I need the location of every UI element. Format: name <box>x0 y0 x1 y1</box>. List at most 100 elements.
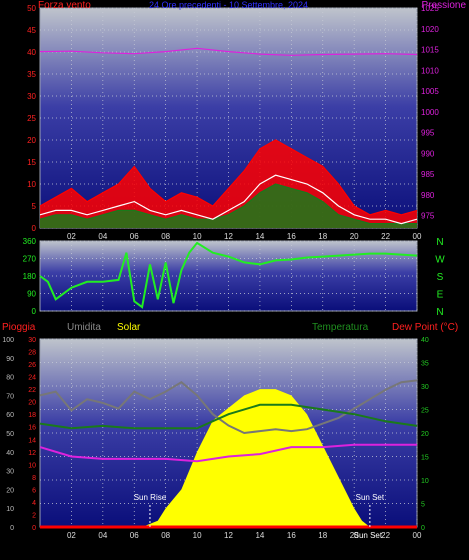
wind-y-tick-label: 40 <box>27 48 36 57</box>
wind-y-tick-label: 30 <box>27 92 36 101</box>
direction-y-tick-label: 180 <box>23 272 37 281</box>
humidity-y-tick-label: 80 <box>6 375 14 382</box>
temp-y-tick-label: 15 <box>421 455 429 462</box>
climate-chart-x-tick-label: 00 <box>413 531 422 540</box>
temp-y-tick-label: 5 <box>421 502 425 509</box>
pressure-y-tick-label: 1020 <box>421 25 439 34</box>
rain-y-tick-label: 0 <box>32 525 36 532</box>
wind-chart-x-tick-label: 08 <box>161 232 170 241</box>
pressure-y-tick-label: 995 <box>421 129 435 138</box>
wind-chart-x-tick-label: 14 <box>255 232 264 241</box>
humidity-y-tick-label: 30 <box>6 469 14 476</box>
pressure-y-tick-label: 975 <box>421 212 435 221</box>
climate-chart-x-tick-label: 06 <box>130 531 139 540</box>
climate-series-line-1 <box>39 379 418 435</box>
humidity-y-tick-label: 20 <box>6 487 14 494</box>
humidity-y-tick-label: 40 <box>6 450 14 457</box>
direction-series-line-0 <box>39 241 418 309</box>
rain-y-tick-label: 6 <box>32 487 36 494</box>
pressure-y-tick-label: 1010 <box>421 66 439 75</box>
compass-label: N <box>436 307 443 318</box>
climate-legend-label-3: Temperatura <box>312 322 369 333</box>
rain-y-tick-label: 22 <box>28 387 36 394</box>
direction-y-tick-label: 270 <box>23 255 37 264</box>
wind-chart-x-tick-label: 22 <box>381 232 390 241</box>
rain-y-tick-label: 30 <box>28 337 36 344</box>
wind-y-tick-label: 5 <box>32 202 37 211</box>
wind-series-line-1 <box>39 139 418 216</box>
climate-chart-x-tick-label: 22 <box>381 531 390 540</box>
rain-y-tick-label: 2 <box>32 512 36 519</box>
wind-series-line-2 <box>39 183 417 225</box>
climate-series-line-3 <box>39 443 417 463</box>
wind-y-tick-label: 50 <box>27 4 36 13</box>
pressure-y-tick-label: 1025 <box>421 4 439 13</box>
rain-y-tick-label: 14 <box>28 437 36 444</box>
rain-y-tick-label: 24 <box>28 375 36 382</box>
wind-y-tick-label: 35 <box>27 70 36 79</box>
temp-y-tick-label: 10 <box>421 478 429 485</box>
temp-y-tick-label: 20 <box>421 431 429 438</box>
humidity-y-tick-label: 90 <box>6 356 14 363</box>
climate-legend-label-2: Solar <box>117 322 141 333</box>
wind-chart-title: 24 Ore precedenti - 10 Settembre, 2024 <box>149 0 308 10</box>
rain-y-tick-label: 28 <box>28 350 36 357</box>
wind-chart-x-tick-label: 02 <box>67 232 76 241</box>
wind-chart-x-tick-label: 06 <box>130 232 139 241</box>
wind-chart-x-tick-label: 12 <box>224 232 233 241</box>
rain-y-tick-label: 4 <box>32 500 36 507</box>
wind-y-tick-label: 25 <box>27 114 36 123</box>
climate-legend-label-1: Umidita <box>67 322 101 333</box>
temp-y-tick-label: 0 <box>421 525 425 532</box>
wind-y-tick-label: 15 <box>27 158 36 167</box>
climate-chart-x-tick-label: 14 <box>255 531 264 540</box>
compass-label: W <box>435 255 445 266</box>
wind-axis-title: Forza vento <box>38 0 91 11</box>
humidity-y-tick-label: 60 <box>6 412 14 419</box>
climate-series-line-2 <box>39 403 418 430</box>
pressure-y-tick-label: 1000 <box>421 108 439 117</box>
climate-legend-label-4: Dew Point (°C) <box>392 322 458 333</box>
pressure-y-tick-label: 1015 <box>421 46 439 55</box>
sunset-axis-label: Sun Set <box>354 531 383 540</box>
climate-series-area-0 <box>40 389 417 527</box>
wind-series-area-2 <box>40 184 417 228</box>
climate-chart-x-tick-label: 20 <box>350 531 359 540</box>
temp-y-tick-label: 25 <box>421 408 429 415</box>
rain-y-tick-label: 8 <box>32 475 36 482</box>
pressure-y-tick-label: 1005 <box>421 87 439 96</box>
direction-y-tick-label: 360 <box>23 237 37 246</box>
climate-chart-x-tick-label: 18 <box>318 531 327 540</box>
wind-y-tick-label: 45 <box>27 26 36 35</box>
compass-label: E <box>437 290 444 301</box>
sunrise-label: Sun Rise <box>134 493 167 502</box>
wind-chart-x-tick-label: 18 <box>318 232 327 241</box>
wind-chart-x-tick-label: 16 <box>287 232 296 241</box>
climate-chart-x-tick-label: 04 <box>98 531 107 540</box>
wind-series-line-0 <box>39 47 418 56</box>
humidity-y-tick-label: 50 <box>6 431 14 438</box>
rain-y-tick-label: 26 <box>28 362 36 369</box>
compass-label: S <box>437 272 444 283</box>
pressure-y-tick-label: 980 <box>421 191 435 200</box>
climate-chart-x-tick-label: 02 <box>67 531 76 540</box>
wind-y-tick-label: 20 <box>27 136 36 145</box>
humidity-y-tick-label: 0 <box>10 525 14 532</box>
direction-y-tick-label: 90 <box>27 290 36 299</box>
wind-chart-x-tick-label: 10 <box>193 232 202 241</box>
wind-chart-x-tick-label: 04 <box>98 232 107 241</box>
rain-y-tick-label: 20 <box>28 400 36 407</box>
climate-legend-label-0: Pioggia <box>2 322 36 333</box>
temp-y-tick-label: 30 <box>421 384 429 391</box>
wind-y-tick-label: 0 <box>32 224 37 233</box>
wind-chart-x-tick-label: 00 <box>413 232 422 241</box>
pressure-y-tick-label: 985 <box>421 170 435 179</box>
pressure-y-tick-label: 990 <box>421 149 435 158</box>
humidity-y-tick-label: 100 <box>2 337 14 344</box>
climate-chart-x-tick-label: 16 <box>287 531 296 540</box>
sunset-label: Sun Set <box>356 493 385 502</box>
pressure-axis-title: Pressione <box>422 0 467 11</box>
climate-chart-x-tick-label: 12 <box>224 531 233 540</box>
